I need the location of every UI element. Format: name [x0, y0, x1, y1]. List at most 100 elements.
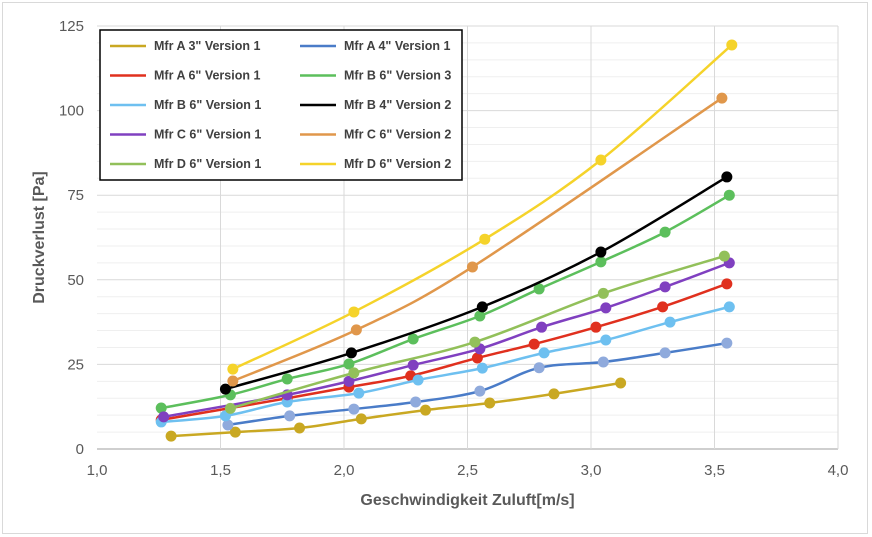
data-point — [528, 338, 540, 350]
y-tick-label: 100 — [59, 103, 84, 120]
y-tick-label: 75 — [67, 187, 84, 204]
data-point — [716, 92, 728, 104]
y-tick-label: 125 — [59, 18, 84, 35]
data-point — [536, 321, 548, 333]
data-point — [224, 402, 236, 414]
x-tick-label: 3,0 — [581, 462, 602, 479]
legend-box — [99, 29, 463, 181]
series-line — [232, 97, 723, 383]
legend-label: Mfr A 3" Version 1 — [154, 39, 260, 53]
series — [224, 250, 730, 414]
data-point — [484, 397, 496, 409]
data-point — [474, 385, 486, 397]
data-point — [355, 413, 367, 425]
data-point — [538, 347, 550, 359]
legend-item: Mfr B 6" Version 1 — [110, 98, 261, 112]
data-point — [227, 375, 239, 387]
data-point — [469, 336, 481, 348]
data-point — [723, 189, 735, 201]
data-point — [155, 402, 167, 414]
data-point — [348, 403, 360, 415]
data-point — [533, 283, 545, 295]
data-point — [590, 321, 602, 333]
y-axis-title: Druckverlust [Pa] — [31, 171, 48, 304]
data-point — [466, 261, 478, 273]
x-axis-title: Geschwindigkeit Zuluft[m/s] — [360, 492, 574, 509]
data-point — [600, 302, 612, 314]
data-point — [407, 359, 419, 371]
data-point — [597, 287, 609, 299]
data-point — [659, 226, 671, 238]
series-line — [161, 305, 730, 424]
data-point — [407, 333, 419, 345]
legend-item: Mfr B 4" Version 2 — [300, 98, 451, 112]
legend-label: Mfr D 6" Version 2 — [344, 157, 451, 171]
data-point — [410, 396, 422, 408]
data-point — [657, 301, 669, 313]
legend-label: Mfr A 6" Version 1 — [154, 69, 260, 83]
data-point — [597, 356, 609, 368]
legend-label: Mfr B 6" Version 1 — [154, 98, 261, 112]
x-tick-label: 3,5 — [704, 462, 725, 479]
data-point — [420, 404, 432, 416]
legend-label: Mfr D 6" Version 1 — [154, 157, 261, 171]
data-point — [723, 301, 735, 313]
data-point — [222, 419, 234, 431]
data-point — [350, 324, 362, 336]
y-tick-label: 25 — [67, 356, 84, 373]
data-point — [476, 362, 488, 374]
data-point — [229, 426, 241, 438]
legend-item: Mfr D 6" Version 1 — [110, 157, 261, 171]
legend-label: Mfr A 4" Version 1 — [344, 39, 450, 53]
data-point — [412, 374, 424, 386]
data-point — [281, 373, 293, 385]
series — [219, 171, 733, 395]
data-point — [474, 310, 486, 322]
data-point — [219, 383, 231, 395]
data-point — [284, 410, 296, 422]
data-point — [476, 301, 488, 313]
legend-item: Mfr A 4" Version 1 — [300, 39, 450, 53]
data-point — [600, 334, 612, 346]
data-point — [353, 387, 365, 399]
data-point — [227, 363, 239, 375]
series-line — [160, 194, 730, 410]
x-tick-label: 1,5 — [210, 462, 231, 479]
legend-item: Mfr C 6" Version 1 — [110, 128, 261, 142]
series-line — [163, 261, 730, 419]
y-tick-label: 0 — [76, 441, 84, 458]
data-point — [158, 411, 170, 423]
legend-label: Mfr B 4" Version 2 — [344, 98, 451, 112]
data-point — [721, 171, 733, 183]
legend-item: Mfr A 3" Version 1 — [110, 39, 260, 53]
legend-label: Mfr C 6" Version 2 — [344, 128, 451, 142]
series — [222, 337, 733, 431]
data-point — [595, 246, 607, 258]
data-point — [471, 352, 483, 364]
legend-item: Mfr B 6" Version 3 — [300, 69, 451, 83]
data-point — [345, 347, 357, 359]
data-point — [165, 430, 177, 442]
series — [227, 39, 738, 375]
legend-label: Mfr C 6" Version 1 — [154, 128, 261, 142]
data-point — [595, 154, 607, 166]
data-point — [659, 347, 671, 359]
series — [227, 92, 728, 387]
data-point — [721, 337, 733, 349]
legend-item: Mfr A 6" Version 1 — [110, 69, 260, 83]
y-tick-label: 50 — [67, 272, 84, 289]
legend-label: Mfr B 6" Version 3 — [344, 69, 451, 83]
data-point — [615, 377, 627, 389]
data-point — [721, 278, 733, 290]
data-point — [348, 367, 360, 379]
data-point — [343, 358, 355, 370]
data-point — [595, 256, 607, 268]
series — [155, 189, 735, 414]
data-point — [479, 233, 491, 245]
series-line — [230, 254, 725, 410]
series — [155, 301, 735, 428]
x-tick-label: 1,0 — [87, 462, 108, 479]
x-tick-label: 2,5 — [457, 462, 478, 479]
legend-item: Mfr D 6" Version 2 — [300, 157, 451, 171]
